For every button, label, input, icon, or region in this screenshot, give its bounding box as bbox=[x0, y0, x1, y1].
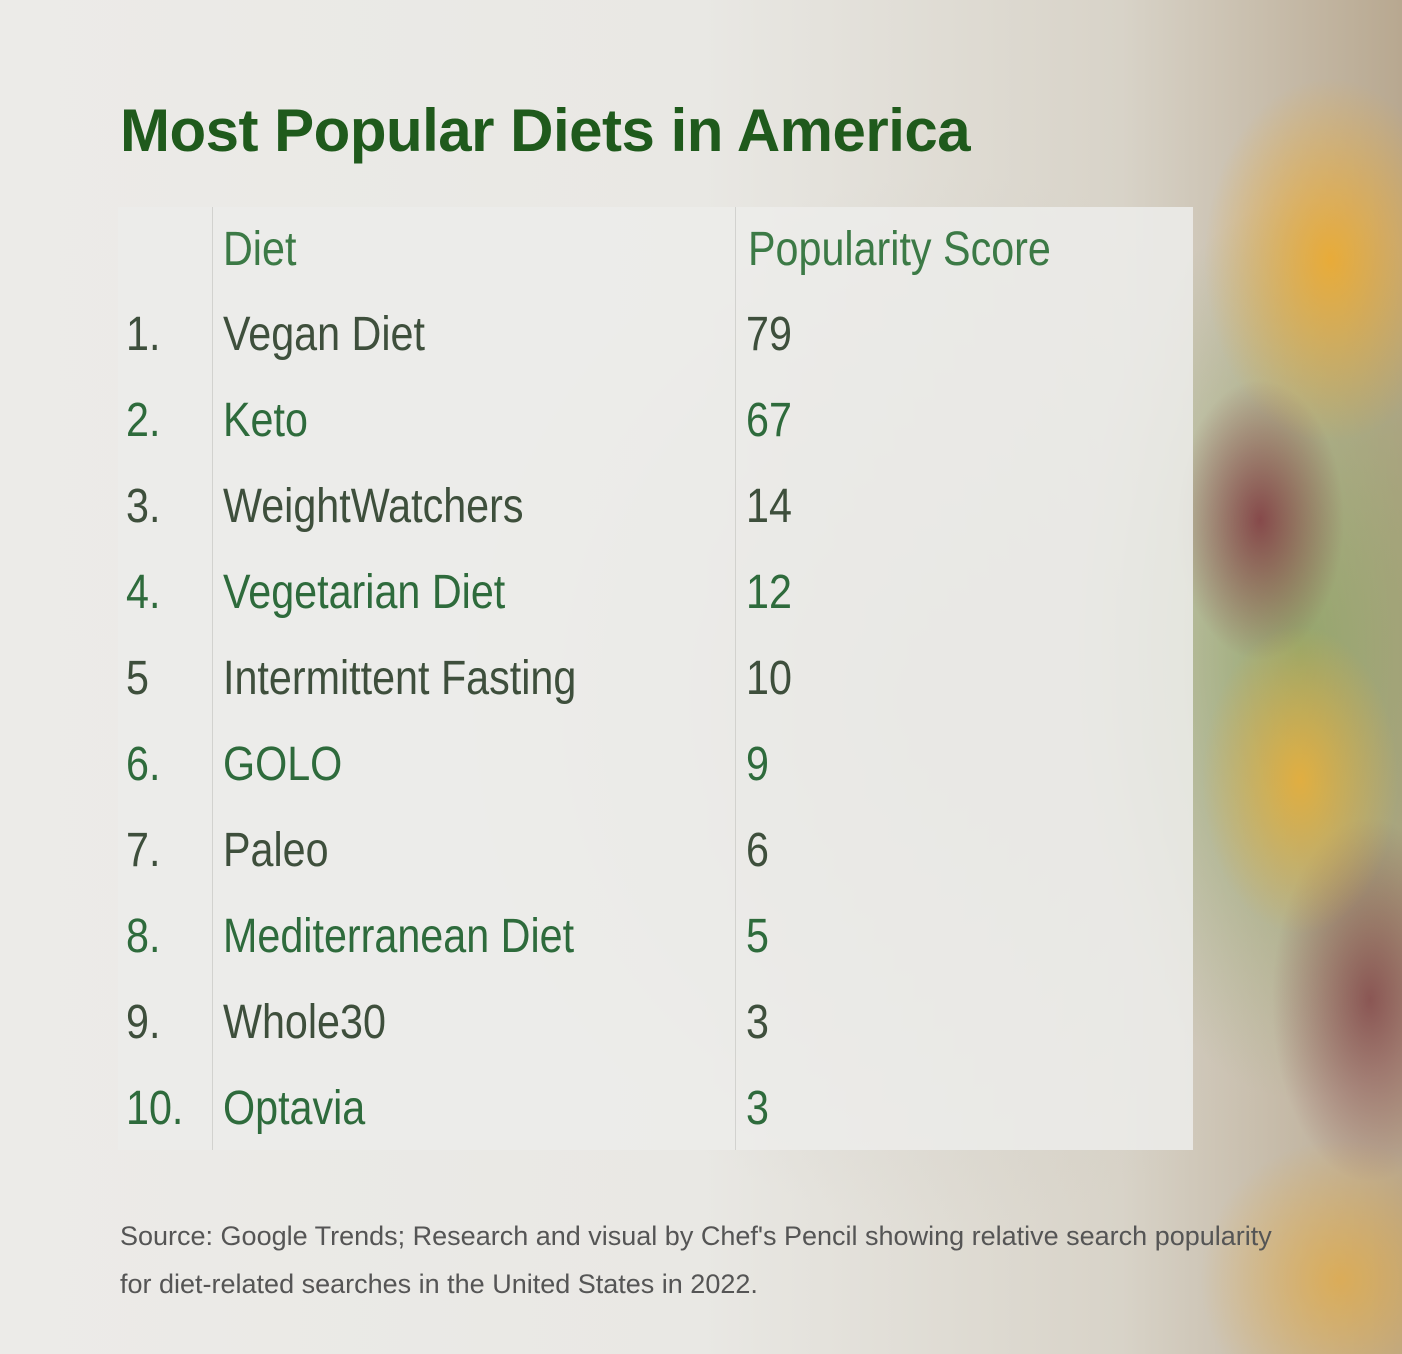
row-score: 3 bbox=[746, 1082, 769, 1135]
row-score: 3 bbox=[746, 996, 769, 1049]
row-score: 14 bbox=[746, 480, 792, 533]
row-rank: 7. bbox=[126, 824, 161, 877]
row-score: 67 bbox=[746, 394, 792, 447]
row-diet: Vegan Diet bbox=[223, 308, 425, 361]
row-score: 6 bbox=[746, 824, 769, 877]
row-rank: 2. bbox=[126, 394, 161, 447]
row-score: 9 bbox=[746, 738, 769, 791]
row-diet: Intermittent Fasting bbox=[223, 652, 577, 705]
row-rank: 6. bbox=[126, 738, 161, 791]
column-divider bbox=[735, 207, 736, 1150]
row-rank: 1. bbox=[126, 308, 161, 361]
header-popularity-score: Popularity Score bbox=[748, 223, 1051, 276]
row-rank: 10. bbox=[126, 1082, 184, 1135]
row-diet: Optavia bbox=[223, 1082, 366, 1135]
row-rank: 9. bbox=[126, 996, 161, 1049]
diet-table: Diet Popularity Score 1. Vegan Diet 79 2. Ke… bbox=[118, 207, 1193, 1150]
row-rank: 5 bbox=[126, 652, 149, 705]
row-score: 12 bbox=[746, 566, 792, 619]
row-diet: Paleo bbox=[223, 824, 329, 877]
row-diet: WeightWatchers bbox=[223, 480, 524, 533]
row-score: 5 bbox=[746, 910, 769, 963]
row-rank: 4. bbox=[126, 566, 161, 619]
row-rank: 3. bbox=[126, 480, 161, 533]
header-diet: Diet bbox=[223, 223, 297, 276]
source-note: Source: Google Trends; Research and visu… bbox=[120, 1221, 1272, 1299]
row-diet: Mediterranean Diet bbox=[223, 910, 575, 963]
row-score: 10 bbox=[746, 652, 792, 705]
page-title: Most Popular Diets in America bbox=[120, 97, 971, 164]
row-score: 79 bbox=[746, 308, 792, 361]
row-diet: Whole30 bbox=[223, 996, 386, 1049]
row-diet: Keto bbox=[223, 394, 308, 447]
column-divider bbox=[212, 207, 213, 1150]
row-diet: Vegetarian Diet bbox=[223, 566, 506, 619]
row-rank: 8. bbox=[126, 910, 161, 963]
row-diet: GOLO bbox=[223, 738, 343, 791]
